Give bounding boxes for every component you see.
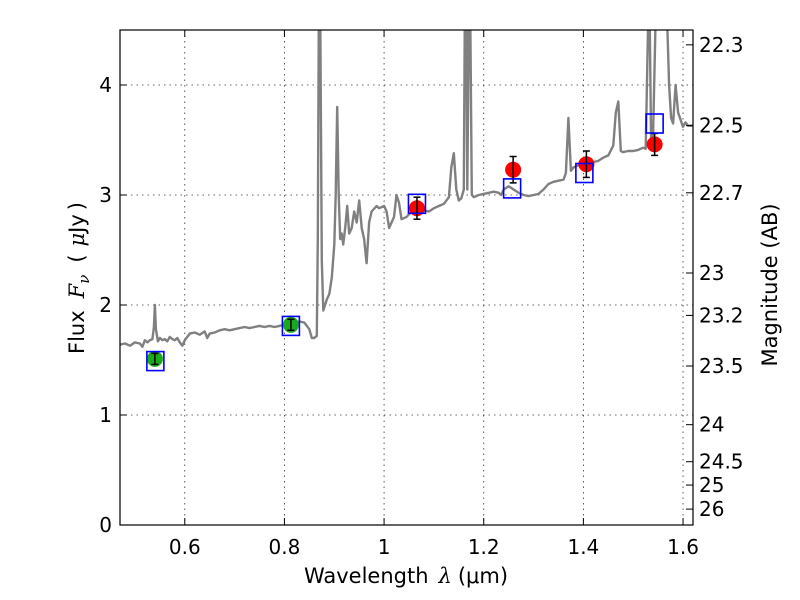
model-photometry-square [575, 162, 594, 184]
magnitude-tick-label: 24.5 [699, 450, 744, 474]
model-photometry-square [407, 193, 427, 215]
y-axis-ticks: 0 1 2 3 4 [99, 73, 127, 537]
grid [120, 30, 693, 525]
model-spectrum-line [120, 30, 693, 348]
model-spectrum [120, 30, 693, 348]
model-photometry-square [645, 113, 664, 134]
y-tick-label: 0 [99, 513, 112, 537]
x-tick-label: 0.6 [169, 535, 201, 559]
model-photometry-square [502, 178, 522, 199]
y-tick-label: 4 [99, 73, 112, 97]
magnitude-tick-label: 22.3 [699, 33, 744, 57]
x-tick-label: 1.2 [468, 535, 500, 559]
x-tick-label: 1.6 [667, 535, 699, 559]
magnitude-tick-label: 23.2 [699, 303, 744, 327]
x-axis-title: Wavelength λ (μm) [304, 564, 508, 588]
plot-frame [119, 29, 694, 526]
magnitude-tick-label: 23 [699, 261, 724, 285]
x-axis-ticks: 0.6 0.8 1 1.2 1.4 1.6 [169, 30, 699, 559]
x-tick-label: 0.8 [269, 535, 301, 559]
magnitude-tick-label: 24 [699, 413, 724, 437]
model-photometry-square [146, 350, 165, 372]
magnitude-tick-label: 26 [699, 497, 724, 521]
y-tick-label: 1 [99, 403, 112, 427]
y-axis-title: FluxFν(μJy) [65, 202, 93, 354]
magnitude-tick-label: 22.5 [699, 114, 744, 138]
y-tick-label: 3 [99, 183, 112, 207]
photometry-points [146, 113, 664, 372]
model-photometry-square [281, 315, 301, 337]
y-tick-label: 2 [99, 293, 112, 317]
magnitude-tick-label: 22.7 [699, 181, 744, 205]
x-tick-label: 1 [378, 535, 391, 559]
magnitude-axis-title: Magnitude (AB) [758, 203, 782, 366]
x-tick-label: 1.4 [567, 535, 599, 559]
magnitude-tick-label: 25 [699, 473, 724, 497]
magnitude-tick-label: 23.5 [699, 354, 744, 378]
